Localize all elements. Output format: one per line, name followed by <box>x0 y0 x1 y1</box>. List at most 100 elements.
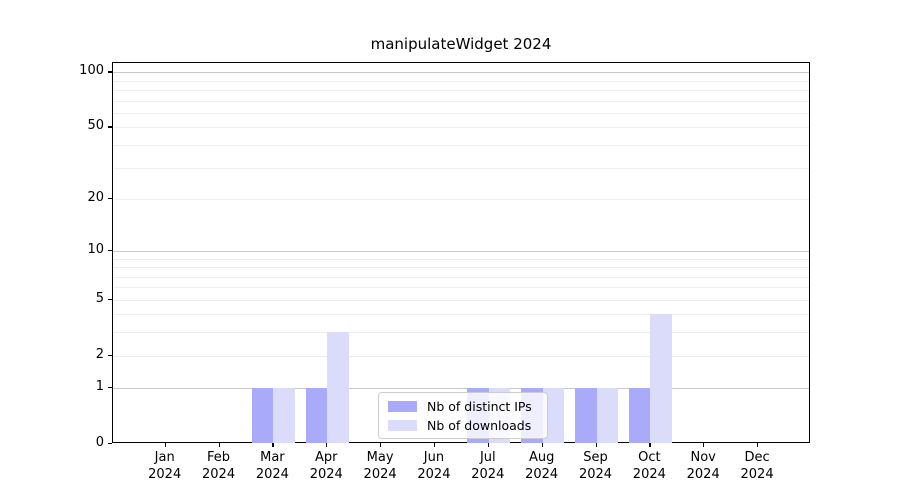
x-tick-label: Sep 2024 <box>564 449 628 483</box>
x-tick-label: Jun 2024 <box>402 449 466 483</box>
x-tick <box>272 443 274 447</box>
legend-swatch-downloads <box>388 419 417 431</box>
x-tick-year: 2024 <box>363 467 397 482</box>
minor-gridline <box>113 258 809 260</box>
legend: Nb of distinct IPs Nb of downloads <box>378 392 548 439</box>
bar-downloads <box>596 388 618 443</box>
x-tick-year: 2024 <box>255 467 289 482</box>
x-tick <box>164 443 166 447</box>
y-tick <box>108 71 112 73</box>
minor-gridline <box>113 332 809 334</box>
x-tick <box>541 443 543 447</box>
y-tick <box>108 249 112 252</box>
minor-gridline <box>113 80 809 82</box>
x-tick <box>703 443 705 447</box>
x-tick-year: 2024 <box>525 467 559 482</box>
minor-gridline <box>113 355 809 357</box>
x-tick-month: Jan <box>154 450 175 465</box>
legend-swatch-distinct-ips <box>388 400 417 412</box>
y-tick-label: 1 <box>95 379 104 395</box>
minor-gridline <box>113 145 809 147</box>
y-tick-label: 10 <box>87 241 104 257</box>
bar-downloads <box>650 314 672 443</box>
minor-gridline <box>113 167 809 169</box>
x-tick-year: 2024 <box>686 467 720 482</box>
y-tick <box>108 298 112 300</box>
x-tick-year: 2024 <box>202 467 236 482</box>
x-tick <box>595 443 597 447</box>
chart-title: manipulateWidget 2024 <box>370 35 552 53</box>
x-tick-month: Oct <box>638 450 661 465</box>
minor-gridline <box>113 113 809 115</box>
x-tick-year: 2024 <box>740 467 774 482</box>
y-tick-label: 2 <box>95 346 104 362</box>
x-tick-month: Sep <box>583 450 608 465</box>
y-tick <box>108 126 112 128</box>
y-tick-label: 50 <box>87 118 104 134</box>
y-tick-label: 20 <box>87 189 104 205</box>
legend-item-downloads: Nb of downloads <box>379 418 547 433</box>
bar-distinct-ips <box>575 388 597 443</box>
minor-gridline <box>113 314 809 316</box>
x-tick-year: 2024 <box>417 467 451 482</box>
x-tick-year: 2024 <box>471 467 505 482</box>
x-tick-year: 2024 <box>632 467 666 482</box>
x-tick-month: May <box>366 450 394 465</box>
minor-gridline <box>113 127 809 129</box>
x-tick-label: Apr 2024 <box>294 449 358 483</box>
x-tick <box>218 443 220 447</box>
y-tick <box>108 197 112 200</box>
x-tick-month: Dec <box>744 450 770 465</box>
x-tick-label: Jan 2024 <box>133 449 197 483</box>
minor-gridline <box>113 100 809 102</box>
x-tick-label: Mar 2024 <box>240 449 304 483</box>
legend-label-downloads: Nb of downloads <box>427 417 532 433</box>
x-tick-year: 2024 <box>148 467 182 482</box>
x-tick-month: Mar <box>260 450 285 465</box>
y-tick-label: 5 <box>95 290 104 306</box>
x-tick-year: 2024 <box>309 467 343 482</box>
x-tick <box>326 443 328 447</box>
minor-gridline <box>113 90 809 92</box>
x-tick <box>380 443 382 447</box>
x-tick <box>487 443 489 447</box>
x-tick-month: Nov <box>690 450 716 465</box>
x-tick <box>757 443 759 447</box>
plot-area: Nb of distinct IPs Nb of downloads <box>112 62 810 443</box>
x-tick-month: Aug <box>528 450 555 465</box>
x-tick-month: Apr <box>315 450 338 465</box>
x-tick-year: 2024 <box>578 467 613 482</box>
x-tick-label: Feb 2024 <box>187 449 251 483</box>
x-tick-label: May 2024 <box>348 449 412 483</box>
y-tick <box>108 354 112 356</box>
minor-gridline <box>113 198 809 200</box>
bar-downloads <box>273 388 295 443</box>
legend-item-distinct-ips: Nb of distinct IPs <box>379 399 547 414</box>
y-tick <box>108 443 112 445</box>
major-gridline <box>113 250 809 252</box>
minor-gridline <box>113 299 809 301</box>
y-tick-label: 0 <box>95 435 104 450</box>
x-tick <box>649 443 651 447</box>
y-tick <box>108 387 112 389</box>
bar-downloads <box>327 332 349 443</box>
x-tick-month: Feb <box>207 450 231 465</box>
legend-label-distinct-ips: Nb of distinct IPs <box>427 398 532 414</box>
minor-gridline <box>113 267 809 269</box>
x-tick-label: Jul 2024 <box>456 449 520 483</box>
bar-distinct-ips <box>628 388 651 443</box>
minor-gridline <box>113 287 809 289</box>
bar-downloads <box>542 388 565 443</box>
x-tick-month: Jul <box>479 450 496 465</box>
x-tick <box>433 443 436 447</box>
x-tick-label: Nov 2024 <box>671 449 735 483</box>
bar-distinct-ips <box>251 388 274 443</box>
x-tick-month: Jun <box>423 450 445 465</box>
bar-distinct-ips <box>305 388 328 443</box>
major-gridline <box>113 72 809 74</box>
x-tick-label: Oct 2024 <box>617 449 681 483</box>
x-tick-label: Aug 2024 <box>510 449 574 483</box>
major-gridline <box>113 388 809 390</box>
minor-gridline <box>113 276 809 278</box>
